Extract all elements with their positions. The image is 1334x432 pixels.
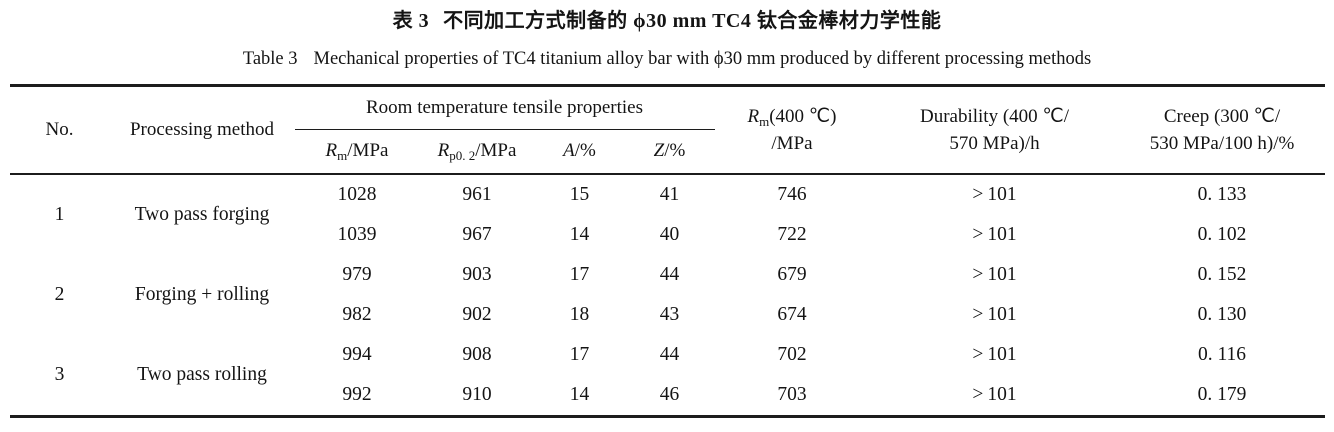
cell-rp02: 908 (462, 343, 492, 365)
col-header-rm: Rm/MPa (294, 129, 420, 175)
cell-no: 1 (54, 203, 65, 225)
rm-subscript: m (337, 148, 348, 164)
cell-rm-400c: 674 (777, 303, 807, 325)
cell-rm: 994 (342, 343, 372, 365)
cell-method: Two pass rolling (137, 363, 267, 385)
rp02-unit: /MPa (475, 140, 517, 162)
cell-method: Two pass forging (134, 203, 270, 225)
col-header-rp02: Rp0. 2/MPa (419, 129, 535, 175)
col-group-header-tensile: Room temperature tensile properties (294, 85, 715, 130)
header-row-1: No. Processing method Room temperature t… (9, 85, 1325, 175)
table-header: No. Processing method Room temperature t… (9, 85, 1325, 175)
cell-creep: 0. 179 (1197, 383, 1247, 405)
col-header-no: No. (9, 85, 110, 175)
cell-z: 46 (659, 383, 680, 405)
col-header-rm-400c: Rm(400 ℃) /MPa (714, 85, 870, 175)
durability-line1: Durability (400 ℃/ (919, 105, 1070, 127)
table-title-zh-text: 不同加工方式制备的 ϕ30 mm TC4 钛合金棒材力学性能 (443, 10, 942, 32)
rm-unit: /MPa (347, 140, 389, 162)
cell-rm-400c: 702 (777, 343, 807, 365)
cell-rp02: 961 (462, 183, 492, 205)
cell-durability: > 101 (972, 383, 1017, 405)
rm-400c-line2: /MPa (771, 132, 813, 154)
col-header-a: A/% (534, 129, 625, 175)
table-row: 1 Two pass forging 1028 961 15 41 746 > … (10, 174, 1325, 225)
cell-a: 17 (569, 263, 590, 285)
cell-z: 40 (659, 223, 680, 245)
cell-rm-400c: 703 (777, 383, 807, 405)
cell-creep: 0. 133 (1197, 183, 1247, 205)
z-unit: /% (664, 140, 686, 162)
cell-creep: 0. 152 (1197, 263, 1247, 285)
cell-durability: > 101 (972, 263, 1017, 285)
cell-rp02: 903 (462, 263, 492, 285)
cell-rp02: 910 (462, 383, 492, 405)
table-number-zh: 表 3 (392, 10, 430, 32)
header-row-2: Rm/MPa Rp0. 2/MPa A/% Z/% (10, 129, 1325, 175)
table-row: 1039 967 14 40 722 > 101 0. 102 (10, 215, 1325, 255)
table-number-en: Table 3 (242, 49, 298, 69)
rp02-symbol: R (437, 140, 450, 162)
cell-no: 3 (54, 363, 65, 385)
creep-line1: Creep (300 ℃/ (1163, 105, 1281, 127)
cell-z: 44 (659, 343, 680, 365)
cell-rm-400c: 722 (777, 223, 807, 245)
rm-400c-line1: Rm(400 ℃) (715, 103, 870, 130)
cell-rm: 1028 (337, 183, 377, 205)
cell-creep: 0. 130 (1197, 303, 1247, 325)
a-unit: /% (574, 140, 596, 162)
table-row: 3 Two pass rolling 994 908 17 44 702 > 1… (10, 335, 1325, 385)
durability-line2: 570 MPa)/h (949, 132, 1040, 154)
cell-durability: > 101 (972, 223, 1017, 245)
cell-a: 17 (569, 343, 590, 365)
cell-rm: 992 (342, 383, 372, 405)
a-symbol: A (563, 140, 575, 162)
page-title-zh: 表 3 不同加工方式制备的 ϕ30 mm TC4 钛合金棒材力学性能 (0, 6, 1334, 36)
cell-creep: 0. 116 (1197, 343, 1247, 365)
cell-z: 41 (659, 183, 680, 205)
cell-durability: > 101 (972, 183, 1017, 205)
page-title-en: Table 3 Mechanical properties of TC4 tita… (0, 47, 1334, 71)
cell-rp02: 902 (462, 303, 492, 325)
rp02-subscript: p0. 2 (449, 148, 476, 164)
table-row: 982 902 18 43 674 > 101 0. 130 (10, 295, 1325, 335)
creep-line2: 530 MPa/100 h)/% (1149, 132, 1295, 154)
table-body: 1 Two pass forging 1028 961 15 41 746 > … (10, 174, 1325, 417)
cell-durability: > 101 (972, 303, 1017, 325)
cell-method: Forging + rolling (134, 283, 270, 305)
cell-rm: 982 (342, 303, 372, 325)
cell-z: 43 (659, 303, 680, 325)
col-header-creep: Creep (300 ℃/ 530 MPa/100 h)/% (1119, 85, 1325, 175)
table-row: 992 910 14 46 703 > 101 0. 179 (10, 375, 1325, 417)
properties-table: No. Processing method Room temperature t… (9, 84, 1325, 418)
cell-rm: 979 (342, 263, 372, 285)
cell-rm-400c: 679 (777, 263, 807, 285)
table-title-en-text: Mechanical properties of TC4 titanium al… (313, 49, 1092, 69)
cell-no: 2 (54, 283, 65, 305)
rm-400c-symbol: R (747, 105, 760, 127)
cell-rm-400c: 746 (777, 183, 807, 205)
col-header-durability: Durability (400 ℃/ 570 MPa)/h (869, 85, 1120, 175)
cell-durability: > 101 (972, 343, 1017, 365)
rm-400c-subscript: m (759, 113, 770, 129)
cell-a: 18 (569, 303, 590, 325)
table-row: 2 Forging + rolling 979 903 17 44 679 > … (10, 255, 1325, 305)
rm-400c-condition: (400 ℃) (769, 105, 837, 127)
cell-a: 14 (569, 383, 590, 405)
cell-rp02: 967 (462, 223, 492, 245)
cell-a: 15 (569, 183, 590, 205)
cell-a: 14 (569, 223, 590, 245)
cell-z: 44 (659, 263, 680, 285)
col-header-z: Z/% (624, 129, 715, 175)
rm-symbol: R (325, 140, 338, 162)
cell-creep: 0. 102 (1197, 223, 1247, 245)
z-symbol: Z (653, 140, 665, 162)
col-header-processing-method: Processing method (109, 85, 295, 175)
cell-rm: 1039 (337, 223, 377, 245)
